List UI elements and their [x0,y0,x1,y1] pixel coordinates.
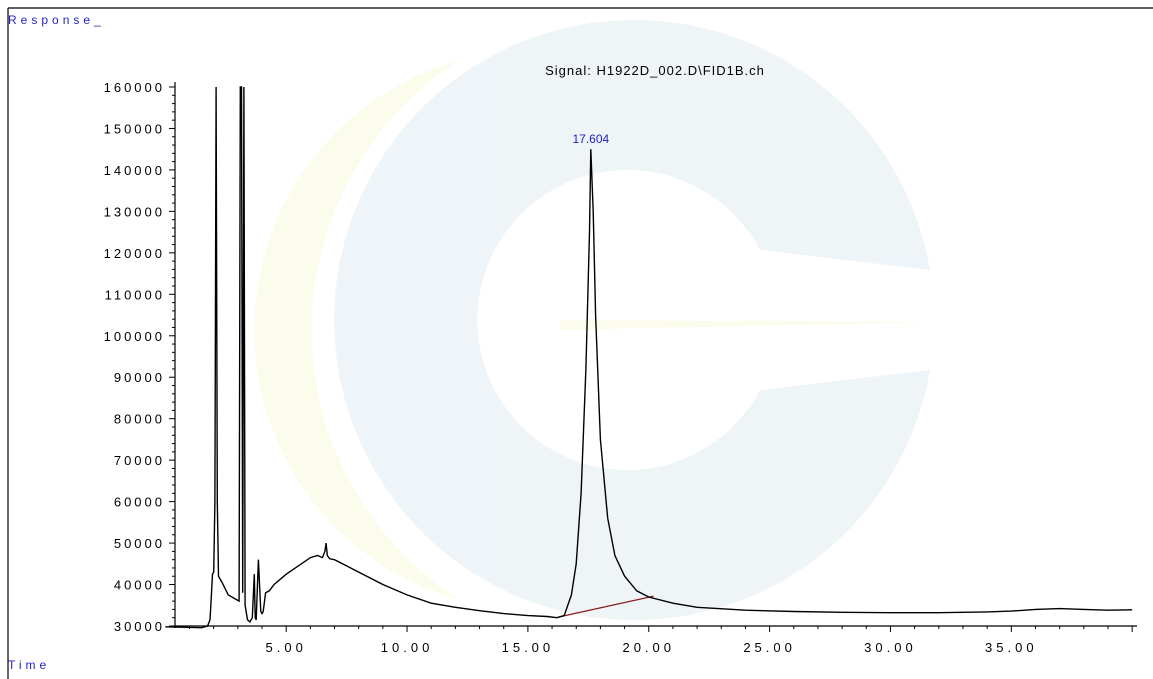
x-tick-label: 5.00 [266,640,307,655]
y-tick-label: 90000 [114,370,165,385]
y-tick-label: 160000 [104,80,165,95]
y-tick-label: 70000 [114,453,165,468]
x-axis-title: Time [8,658,51,672]
y-tick-label: 100000 [104,329,165,344]
x-tick-label: 30.00 [864,640,917,655]
y-tick-label: 80000 [114,412,165,427]
y-tick-label: 130000 [104,204,165,219]
watermark-ring [334,19,930,621]
watermark-crescent [254,60,460,600]
y-tick-label: 140000 [104,163,165,178]
y-axis: 160000 150000 140000 130000 120000 110000 1000… [104,80,176,634]
y-tick-label: 110000 [105,287,165,302]
y-axis-title: Response_ [8,13,105,27]
peak-label: 17.604 [572,132,609,146]
y-tick-label: 30000 [114,619,165,634]
x-tick-label: 20.00 [622,640,675,655]
x-tick-label: 10.00 [381,640,434,655]
x-tick-label: 25.00 [743,640,796,655]
y-tick-label: 60000 [114,495,165,510]
integration-baseline [559,595,654,618]
x-tick-label: 35.00 [985,640,1038,655]
signal-trace [165,86,1133,629]
y-tick-label: 120000 [104,246,165,261]
y-tick-label: 40000 [114,578,165,593]
y-tick-label: 50000 [114,536,165,551]
signal-annotation: Signal: H1922D_002.D\FID1B.ch [545,63,765,78]
x-axis: 5.00 10.00 15.00 20.00 25.00 30.00 35.00 [175,625,1137,655]
x-tick-label: 15.00 [502,640,555,655]
watermark-logo [254,19,945,621]
watermark-wedge [560,320,945,330]
y-tick-label: 150000 [104,121,165,136]
